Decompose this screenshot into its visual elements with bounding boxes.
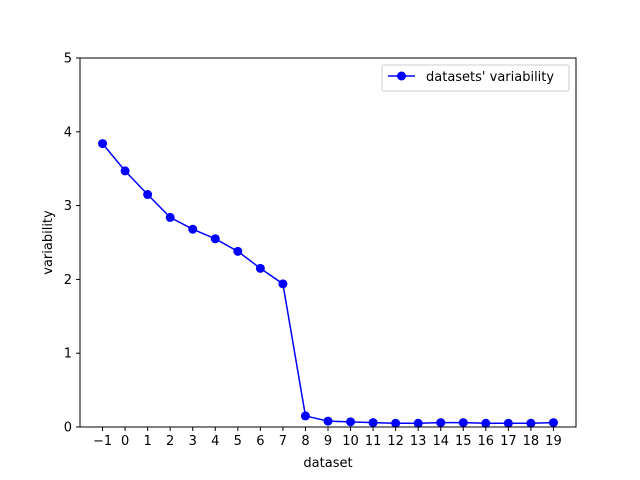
data-point (526, 418, 536, 428)
data-point (188, 224, 198, 234)
legend: datasets' variability (381, 64, 570, 92)
x-tick-label: 17 (500, 434, 517, 449)
data-point (143, 190, 153, 200)
y-tick-label: 4 (64, 125, 72, 140)
x-tick-label: 19 (545, 434, 562, 449)
data-point (548, 418, 558, 428)
data-point (436, 418, 446, 428)
x-tick-label: 14 (432, 434, 449, 449)
data-point (391, 418, 401, 428)
x-tick-label: 4 (211, 434, 219, 449)
data-point (210, 234, 220, 244)
data-point (458, 418, 468, 428)
y-axis: 0 1 2 3 4 5 (64, 52, 80, 436)
data-point (368, 418, 378, 428)
data-point (233, 246, 243, 256)
x-tick-label: 16 (478, 434, 495, 449)
x-tick-label: 7 (279, 434, 287, 449)
y-tick-label: 3 (64, 199, 72, 214)
legend-box (381, 64, 570, 92)
y-axis-label: variability (41, 210, 56, 275)
plot-area (80, 58, 576, 427)
legend-label: datasets' variability (426, 70, 554, 85)
data-point (98, 139, 108, 149)
data-point (413, 418, 423, 428)
x-tick-label: 12 (387, 434, 404, 449)
x-tick-label: −1 (93, 434, 112, 449)
x-tick-label: 15 (455, 434, 472, 449)
y-tick-label: 1 (64, 347, 72, 362)
series-layer (98, 139, 558, 428)
data-point (300, 411, 310, 421)
data-point (346, 417, 356, 427)
y-tick-label: 2 (64, 273, 72, 288)
data-point (278, 279, 288, 289)
x-tick-label: 9 (324, 434, 332, 449)
data-point (481, 418, 491, 428)
x-tick-label: 10 (342, 434, 359, 449)
legend-marker-sample (397, 71, 406, 81)
x-tick-label: 3 (189, 434, 197, 449)
y-tick-label: 0 (64, 421, 72, 436)
data-point (323, 416, 333, 426)
x-tick-label: 6 (256, 434, 264, 449)
x-tick-label: 18 (523, 434, 540, 449)
x-tick-label: 8 (301, 434, 309, 449)
data-point (165, 212, 175, 222)
y-tick-label: 5 (64, 52, 72, 67)
x-axis: −1 0 1 2 3 4 5 6 7 8 9 10 11 12 13 14 15 16 17 18 19 (93, 427, 562, 449)
x-tick-label: 13 (410, 434, 427, 449)
x-tick-label: 11 (365, 434, 382, 449)
x-tick-label: 1 (143, 434, 151, 449)
x-tick-label: 5 (234, 434, 242, 449)
x-tick-label: 2 (166, 434, 174, 449)
data-point (503, 418, 513, 428)
x-axis-label: dataset (303, 456, 352, 471)
x-tick-label: 0 (121, 434, 129, 449)
data-point (120, 166, 130, 176)
data-point (255, 263, 265, 273)
